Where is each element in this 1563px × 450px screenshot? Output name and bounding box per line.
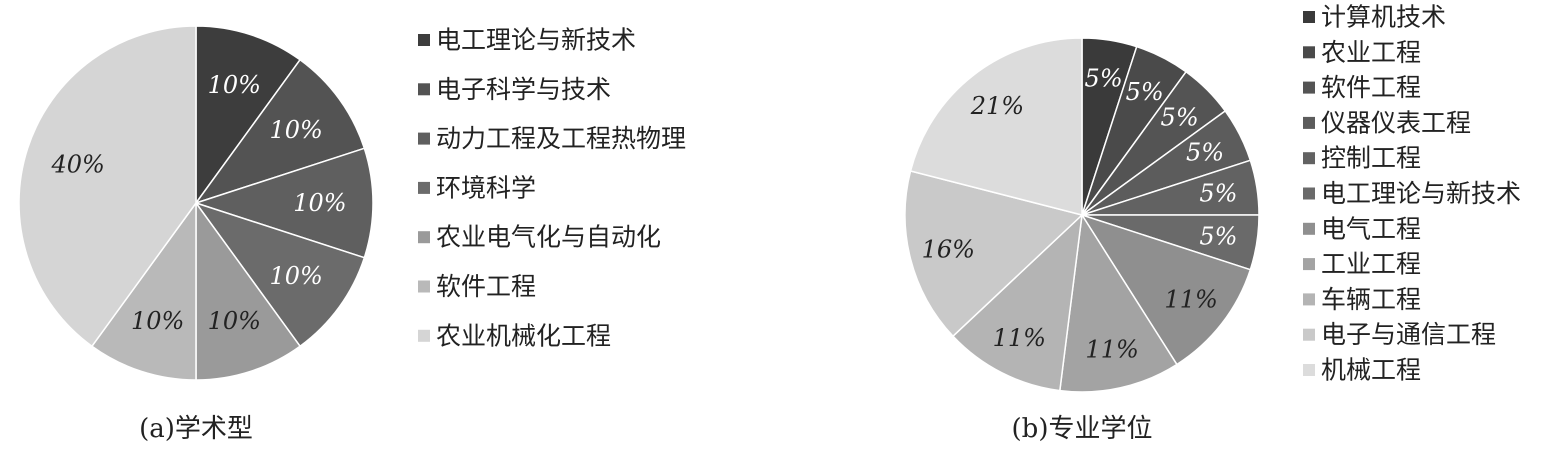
legend-label-professional-5: 电工理论与新技术 — [1321, 179, 1521, 208]
legend-label-professional-1: 农业工程 — [1321, 38, 1421, 67]
pie-slice-academic-6 — [18, 25, 197, 348]
legend-swatch-academic-4 — [418, 231, 430, 244]
slice-label-professional-1: 5% — [1126, 78, 1164, 106]
pie-slice-professional-7 — [1058, 212, 1178, 393]
pie-slice-academic-0 — [195, 25, 302, 206]
legend-swatch-professional-3 — [1303, 116, 1315, 129]
legend-label-professional-10: 机械工程 — [1321, 356, 1421, 385]
slice-label-professional-10: 21% — [970, 92, 1024, 120]
pie-chart-professional: 5% 5%5%5%5%5%11%11%11%16%21%计算机技术农业工程软件工程… — [904, 3, 1521, 393]
slice-label-academic-4: 10% — [208, 307, 261, 335]
slice-label-academic-6: 40% — [51, 151, 105, 179]
legend-label-academic-5: 软件工程 — [436, 272, 536, 301]
legend-swatch-academic-6 — [418, 329, 430, 342]
caption-academic: (a)学术型 — [139, 414, 253, 444]
pie-slice-professional-10 — [909, 37, 1083, 216]
slice-label-professional-8: 11% — [993, 324, 1046, 352]
legend-label-professional-8: 车辆工程 — [1321, 285, 1421, 314]
legend-label-professional-4: 控制工程 — [1321, 144, 1421, 173]
pie-slice-professional-6 — [1080, 213, 1252, 366]
pie-slice-academic-4 — [195, 200, 302, 381]
legend-swatch-academic-5 — [418, 280, 430, 293]
legend-label-academic-1: 电子科学与技术 — [436, 75, 611, 104]
legend-label-professional-3: 仪器仪表工程 — [1321, 108, 1471, 137]
legend-swatch-professional-10 — [1303, 364, 1315, 376]
legend-swatch-professional-7 — [1303, 258, 1315, 271]
legend-label-professional-2: 软件工程 — [1321, 73, 1421, 102]
slice-label-professional-2: 5% — [1161, 103, 1199, 131]
slice-label-professional-5: 5% — [1199, 223, 1237, 251]
legend-label-academic-6: 农业机械化工程 — [436, 321, 611, 350]
legend-label-academic-4: 农业电气化与自动化 — [436, 223, 661, 252]
slice-label-academic-1: 10% — [270, 116, 323, 144]
legend-swatch-academic-0 — [418, 34, 430, 46]
slice-label-professional-3: 5% — [1186, 138, 1224, 166]
legend-label-professional-6: 电气工程 — [1321, 214, 1421, 243]
slice-label-professional-6: 11% — [1164, 286, 1217, 314]
slice-label-academic-2: 10% — [293, 189, 346, 217]
pie-slice-professional-9 — [904, 170, 1084, 338]
pie-slice-academic-5 — [90, 200, 197, 381]
slice-label-academic-0: 10% — [208, 71, 261, 99]
legend-swatch-professional-1 — [1303, 46, 1315, 59]
slice-label-professional-9: 16% — [922, 235, 975, 263]
pie-slice-academic-3 — [194, 201, 366, 348]
legend-label-academic-2: 动力工程及工程热物理 — [436, 124, 686, 153]
legend-swatch-academic-2 — [418, 132, 430, 145]
slice-label-professional-7: 11% — [1085, 336, 1138, 364]
legend-label-professional-0: 计算机技术 — [1321, 3, 1446, 32]
legend-swatch-professional-0 — [1303, 11, 1315, 23]
caption-professional: (b)专业学位 — [1012, 414, 1153, 444]
pie-chart-academic: 10% 10% 10% 10% 10% 10% 40% 电工理论与新技术电子科学与技术动力工程… — [18, 25, 686, 381]
legend-swatch-academic-3 — [418, 181, 430, 194]
slice-label-academic-3: 10% — [270, 262, 323, 290]
legend-label-professional-9: 电子与通信工程 — [1321, 320, 1496, 349]
slice-label-academic-5: 10% — [131, 307, 184, 335]
pie-slice-professional-8 — [951, 213, 1084, 392]
legend-swatch-professional-6 — [1303, 222, 1315, 235]
legend-swatch-academic-1 — [418, 83, 430, 96]
pie-slice-academic-2 — [193, 147, 374, 259]
legend-label-academic-0: 电工理论与新技术 — [436, 26, 636, 55]
legend-swatch-professional-2 — [1303, 81, 1315, 94]
legend-swatch-professional-9 — [1303, 328, 1315, 341]
slice-label-professional-0: 5% — [1085, 65, 1123, 93]
legend-swatch-professional-8 — [1303, 293, 1315, 306]
legend-label-professional-7: 工业工程 — [1321, 250, 1421, 279]
legend-swatch-professional-5 — [1303, 187, 1315, 200]
legend-label-academic-3: 环境科学 — [436, 173, 536, 202]
pie-slice-academic-1 — [194, 58, 366, 205]
legend-swatch-professional-4 — [1303, 152, 1315, 165]
slice-label-professional-4: 5% — [1199, 179, 1237, 207]
